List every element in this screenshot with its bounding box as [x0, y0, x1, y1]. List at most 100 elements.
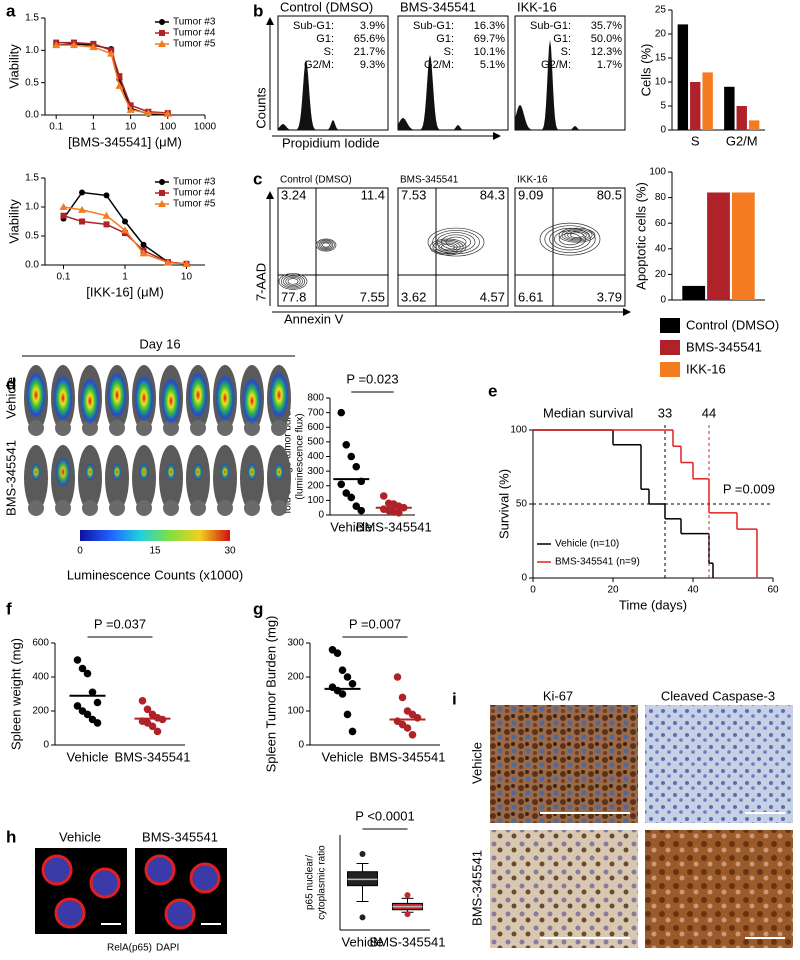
stat-value: 10.1%: [474, 46, 505, 58]
mouse-head: [55, 420, 71, 436]
stat-label: S:: [444, 46, 454, 58]
row-label: Vehicle: [469, 742, 484, 784]
point: [148, 722, 157, 731]
y-tick-label: 80: [655, 192, 667, 203]
y-tick-label: 50: [516, 499, 528, 510]
flow-x-label: Annexin V: [284, 311, 344, 326]
colorbar: [80, 530, 230, 541]
bar: [736, 106, 747, 130]
y-axis-label: Spleen Tumor Burden (mg): [263, 616, 278, 773]
point: [338, 666, 347, 674]
median-value: 33: [658, 405, 672, 420]
flow-x-label: Propidium Iodide: [282, 135, 380, 150]
stat-label: G1:: [436, 33, 454, 45]
quadrant-value: 4.57: [480, 289, 505, 304]
contour: [322, 242, 330, 248]
marker: [163, 258, 172, 266]
y-tick-label: 100: [510, 425, 527, 436]
quadrant-value: 84.3: [480, 187, 505, 202]
legend-label: Tumor #5: [173, 39, 216, 50]
contour: [544, 225, 596, 253]
y-tick-label: 1.5: [25, 13, 39, 24]
signal: [269, 371, 289, 419]
p-value: P =0.023: [346, 371, 398, 386]
contour: [278, 273, 308, 290]
flow-frame: [277, 187, 389, 307]
point: [83, 669, 92, 678]
quadrant-value: 11.4: [361, 187, 385, 202]
cell: [41, 854, 73, 886]
y-tick-label: 500: [307, 437, 324, 448]
panel-label: c: [253, 169, 262, 188]
marker: [182, 259, 191, 267]
mouse-head: [190, 420, 206, 436]
point: [343, 710, 352, 719]
marker: [89, 43, 98, 51]
stat-value: 69.7%: [474, 33, 505, 45]
x-axis-label: [BMS-345541] (μM): [68, 134, 182, 149]
contour: [320, 241, 332, 249]
mouse-head: [244, 500, 260, 516]
contour: [539, 222, 601, 256]
legend-label: Tumor #5: [173, 199, 216, 210]
y-tick-label: 5: [660, 101, 666, 112]
mouse-head: [271, 420, 287, 436]
x-axis-label: Time (days): [619, 597, 687, 612]
y-tick-label: 200: [32, 706, 49, 717]
y-tick-label: 100: [307, 495, 324, 506]
x-tick-label: 0: [530, 585, 536, 596]
contour: [570, 232, 584, 239]
y-tick-label: 200: [287, 672, 304, 683]
signal: [193, 463, 203, 481]
stain-label: RelA(p65): [107, 943, 152, 954]
bar: [702, 72, 713, 130]
ihc-image: [645, 830, 793, 948]
y-tick-label: 1.5: [25, 173, 39, 184]
point: [337, 408, 346, 417]
point: [347, 493, 356, 502]
x-tick-label: 60: [767, 585, 779, 596]
mouse-head: [190, 500, 206, 516]
stat-value: 35.7%: [591, 20, 622, 32]
flow-frame: [514, 187, 626, 307]
panel-label: i: [452, 689, 457, 708]
stat-value: 1.7%: [597, 59, 622, 71]
stat-label: G2/M:: [304, 59, 334, 71]
colorbar-tick: 30: [224, 546, 236, 557]
stat-value: 65.6%: [354, 33, 385, 45]
cell: [89, 867, 121, 899]
colorbar-tick: 15: [149, 546, 161, 557]
stat-label: G2/M:: [541, 59, 571, 71]
y-tick-label: 0: [318, 510, 324, 521]
point: [93, 698, 102, 707]
marker: [103, 192, 110, 199]
flow-y-label: Counts: [253, 87, 268, 129]
median-value: 44: [702, 405, 716, 420]
y-tick-label: 600: [32, 638, 49, 649]
stain-label: DAPI: [156, 943, 179, 954]
contour: [554, 230, 586, 248]
point: [337, 480, 346, 489]
contour: [558, 227, 596, 243]
y-tick-label: 300: [287, 638, 304, 649]
marker: [102, 211, 111, 219]
column-label: Cleaved Caspase-3: [661, 688, 775, 703]
signal: [31, 463, 41, 481]
histogram: [398, 55, 508, 130]
contour: [432, 229, 480, 255]
contour: [318, 240, 334, 250]
y-tick-label: 20: [655, 29, 667, 40]
stat-label: Sub-G1:: [413, 20, 454, 32]
legend-marker: [159, 179, 165, 185]
outlier: [404, 892, 411, 899]
marker: [103, 221, 110, 228]
stat-value: 9.3%: [360, 59, 385, 71]
bar: [690, 82, 701, 130]
x-tick-label: 100: [159, 122, 176, 133]
stat-label: Sub-G1:: [530, 20, 571, 32]
point: [143, 705, 152, 714]
legend-label: Control (DMSO): [686, 317, 779, 332]
mouse-head: [136, 500, 152, 516]
mouse-head: [271, 500, 287, 516]
contour: [435, 241, 461, 253]
